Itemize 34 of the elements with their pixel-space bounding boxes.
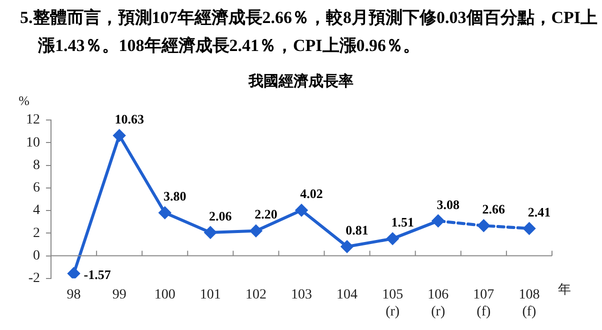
x-tick-label: 101 (200, 287, 221, 302)
text: 5.整體而言，預測107年經濟成長2.66％，較8月預測下修0.03個百分點，CPI上漲1.43％。108年經濟成長2.41％，CPI上漲0.96％。 (20, 7, 598, 57)
x-tick-label: 98 (66, 287, 81, 302)
x-tick-label: 103 (291, 287, 312, 302)
y-tick-label: 0 (33, 248, 40, 264)
y-tick-label: -2 (28, 271, 40, 286)
x-tick-label: 99 (112, 287, 126, 302)
y-tick-label: 10 (26, 135, 40, 150)
x-axis-title: 年 (558, 281, 571, 296)
y-tick-label: 12 (26, 112, 40, 128)
data-label: 4.02 (300, 186, 323, 202)
y-tick-label: 8 (33, 158, 40, 173)
data-label: 10.63 (114, 111, 144, 126)
chart-title: 我國經濟成長率 (247, 72, 354, 91)
data-label: 3.80 (163, 188, 186, 204)
data-label: -1.57 (84, 266, 112, 282)
x-tick-label: 104 (336, 287, 358, 302)
data-label: 2.41 (528, 204, 551, 220)
y-tick-label: 4 (33, 203, 40, 218)
data-label: 0.81 (346, 222, 368, 238)
data-label: 1.51 (391, 214, 414, 230)
x-tick-label: 107 (f) (473, 287, 494, 320)
x-tick-label: 106 (r) (428, 287, 449, 320)
x-tick-label: 102 (245, 287, 266, 302)
y-axis-title: % (18, 92, 30, 108)
y-tick-label: 2 (33, 226, 40, 241)
x-tick-label: 100 (154, 287, 176, 302)
data-label: 2.20 (254, 206, 278, 222)
data-label: 2.06 (209, 208, 232, 224)
data-label: 3.08 (436, 196, 460, 212)
data-label: 2.66 (482, 202, 506, 217)
y-tick-label: 6 (33, 180, 40, 196)
x-tick-label: 108 (f) (518, 287, 540, 320)
x-tick-label: 105 (r) (382, 287, 404, 320)
